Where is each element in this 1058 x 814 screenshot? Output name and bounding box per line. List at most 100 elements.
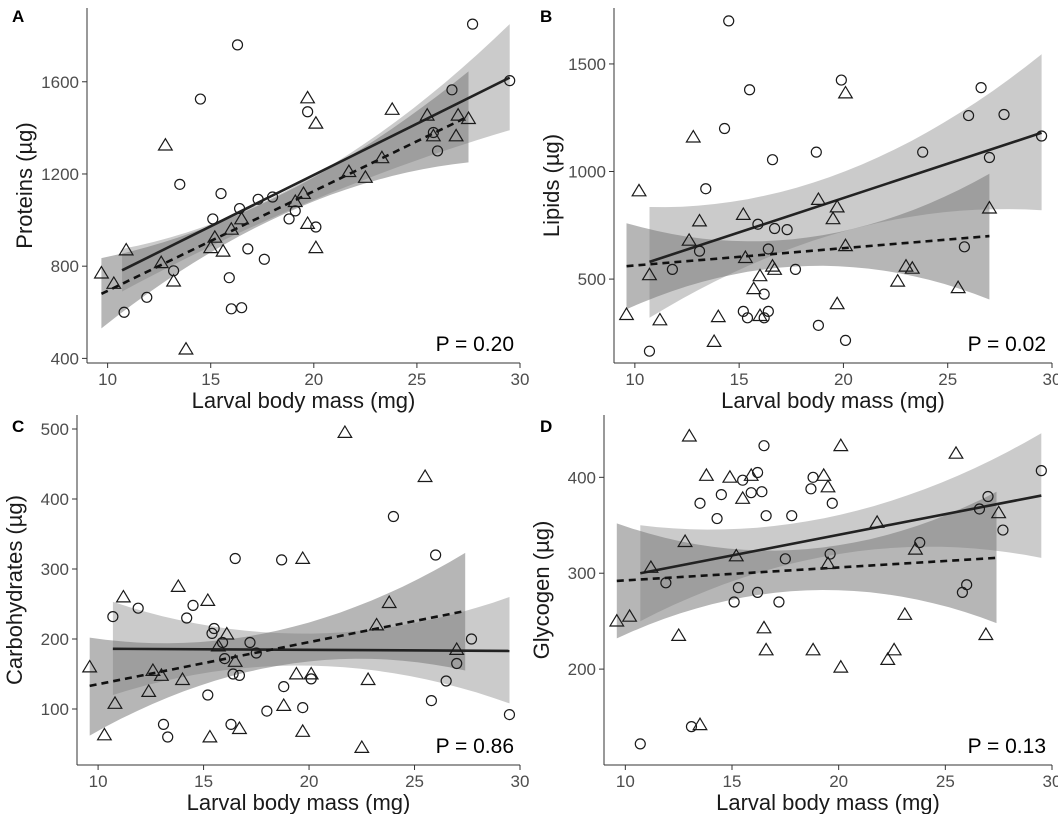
x-tick-label: 20 xyxy=(300,772,319,791)
data-point-triangle xyxy=(153,255,170,269)
data-point-triangle xyxy=(357,169,374,183)
x-axis-title: Larval body mass (mg) xyxy=(187,790,411,814)
data-point-circle xyxy=(202,689,214,701)
data-point-triangle xyxy=(677,533,693,548)
y-tick-label: 1500 xyxy=(568,55,606,74)
data-point-circle xyxy=(297,701,309,714)
data-point-circle xyxy=(233,669,246,682)
confidence-band-dashed xyxy=(89,552,466,736)
data-point-triangle xyxy=(977,626,994,641)
data-point-triangle xyxy=(608,613,625,627)
data-point-triangle xyxy=(641,267,658,281)
data-point-circle xyxy=(723,15,735,27)
data-point-circle xyxy=(219,652,231,665)
panel-letter: A xyxy=(12,7,24,26)
x-tick-label: 30 xyxy=(1043,772,1058,791)
y-tick-label: 1000 xyxy=(568,163,606,182)
x-axis-title: Larval body mass (mg) xyxy=(716,790,940,814)
data-point-triangle xyxy=(450,107,467,121)
x-tick-label: 10 xyxy=(98,370,117,389)
data-point-circle xyxy=(266,191,279,203)
data-point-circle xyxy=(752,218,764,230)
y-axis-title: Proteins (µg) xyxy=(12,122,37,248)
data-point-circle xyxy=(387,510,400,523)
data-point-triangle xyxy=(93,265,110,279)
data-point-circle xyxy=(694,497,706,509)
data-point-triangle xyxy=(105,275,122,289)
data-point-triangle xyxy=(153,667,170,681)
data-point-circle xyxy=(917,146,929,158)
data-point-circle xyxy=(225,303,237,315)
data-point-triangle xyxy=(170,578,187,593)
confidence-band-dashed xyxy=(626,173,990,310)
data-point-triangle xyxy=(448,641,465,656)
data-point-circle xyxy=(465,633,478,645)
data-point-triangle xyxy=(337,424,353,438)
y-tick-label: 100 xyxy=(41,700,69,719)
data-point-triangle xyxy=(140,683,157,698)
data-point-circle xyxy=(634,738,646,750)
data-point-triangle xyxy=(670,627,687,642)
fit-line-solid xyxy=(121,76,511,272)
fit-line-solid xyxy=(649,131,1042,264)
data-point-triangle xyxy=(81,659,98,673)
data-point-circle xyxy=(451,657,463,670)
data-point-triangle xyxy=(631,183,647,197)
data-point-circle xyxy=(835,74,847,86)
data-point-circle xyxy=(208,622,220,635)
data-point-triangle xyxy=(734,490,751,504)
data-point-circle xyxy=(446,84,458,96)
data-point-circle xyxy=(302,106,314,118)
data-point-circle xyxy=(118,306,130,318)
data-point-triangle xyxy=(381,594,398,609)
data-point-triangle xyxy=(460,110,477,125)
data-point-circle xyxy=(427,126,439,139)
data-point-circle xyxy=(289,205,301,217)
data-point-circle xyxy=(278,680,290,693)
x-axis-title: Larval body mass (mg) xyxy=(721,388,945,413)
data-point-triangle xyxy=(360,671,376,686)
data-point-circle xyxy=(233,202,246,215)
y-tick-label: 1600 xyxy=(41,73,79,92)
data-point-circle xyxy=(693,245,706,257)
data-point-triangle xyxy=(157,137,174,151)
data-point-triangle xyxy=(288,666,305,680)
data-point-triangle xyxy=(829,199,846,213)
data-point-circle xyxy=(789,263,802,276)
panel-letter: C xyxy=(12,417,24,436)
data-point-triangle xyxy=(837,238,854,252)
data-point-triangle xyxy=(681,428,698,442)
data-point-triangle xyxy=(886,642,903,656)
data-point-triangle xyxy=(448,128,464,142)
data-point-circle xyxy=(805,483,817,495)
y-tick-label: 400 xyxy=(568,468,596,487)
data-point-circle xyxy=(824,548,836,560)
data-point-circle xyxy=(997,524,1009,536)
data-point-circle xyxy=(961,579,973,591)
data-point-circle xyxy=(685,721,698,733)
fit-line-solid xyxy=(112,647,510,653)
data-point-circle xyxy=(504,75,516,87)
p-value-label: P = 0.86 xyxy=(436,735,514,758)
data-point-triangle xyxy=(681,232,697,246)
x-axis-title: Larval body mass (mg) xyxy=(192,388,416,413)
data-point-triangle xyxy=(869,514,885,528)
data-point-circle xyxy=(250,647,262,659)
data-point-circle xyxy=(962,109,975,122)
x-tick-label: 10 xyxy=(616,772,635,791)
data-point-circle xyxy=(700,183,712,195)
data-point-triangle xyxy=(199,592,216,607)
data-point-circle xyxy=(812,319,825,331)
data-point-circle xyxy=(773,596,785,608)
data-point-circle xyxy=(810,146,822,158)
x-tick-label: 20 xyxy=(829,772,848,791)
data-point-triangle xyxy=(820,479,836,493)
data-point-circle xyxy=(162,731,174,743)
data-point-triangle xyxy=(743,467,760,481)
x-tick-label: 25 xyxy=(936,772,955,791)
data-point-triangle xyxy=(825,211,841,225)
data-point-triangle xyxy=(879,651,896,666)
data-point-triangle xyxy=(950,280,967,294)
y-axis-title: Lipids (µg) xyxy=(539,134,564,237)
data-point-circle xyxy=(187,599,199,612)
